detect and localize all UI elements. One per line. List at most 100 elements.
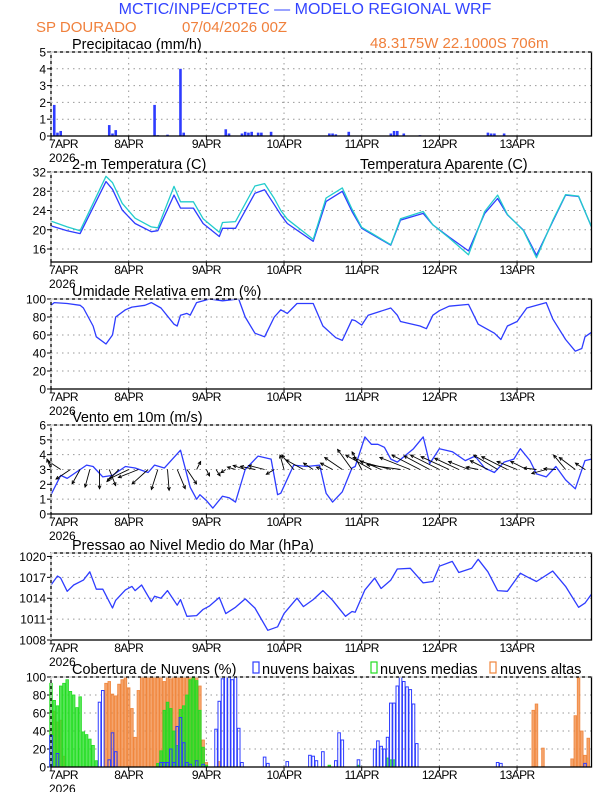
wind-vector-head: [232, 464, 237, 469]
wind-vector: [97, 469, 102, 490]
wind-vector-shaft: [466, 466, 479, 470]
plot-frame: [50, 298, 593, 390]
y-tick-label: 1008: [19, 634, 46, 648]
wind-vector-head: [323, 456, 329, 461]
nuvens-medias-bar: [62, 682, 66, 768]
y-tick-label: 20: [33, 365, 47, 379]
wind-vector-head: [447, 460, 453, 465]
x-year-label: 2026: [49, 782, 76, 792]
wind-vector-head: [574, 462, 579, 467]
nuvens-altas-bar: [130, 708, 134, 768]
x-year-label: 2026: [49, 151, 76, 165]
nuvens-altas-bar: [149, 676, 154, 768]
x-tick-label: 9APR: [192, 137, 222, 151]
wind-vector: [472, 454, 498, 470]
wind-vector-shaft: [167, 469, 170, 491]
wind-vector-shaft: [205, 469, 210, 477]
precip-bar: [402, 133, 406, 136]
wind-vector-shaft: [266, 469, 275, 475]
nuvens-medias-bar: [162, 709, 166, 768]
wind-vector-head: [352, 456, 357, 461]
wind-vector-shaft: [379, 457, 411, 470]
x-tick-label: 12APR: [422, 137, 458, 151]
wind-vector-shaft: [303, 462, 314, 470]
wind-vector: [284, 459, 304, 470]
nuvens-baixas-bar: [262, 756, 267, 768]
wind-vector-head: [107, 476, 113, 480]
wind-vector: [420, 456, 450, 470]
x-tick-label: 10APR: [267, 137, 303, 151]
y-tick-label: 6: [39, 419, 46, 433]
wind-vector-head: [220, 469, 225, 474]
wind-vector-shaft: [150, 469, 159, 490]
wind-vector-head: [315, 466, 320, 470]
wind-vector-head: [403, 455, 408, 459]
x-tick-label: 11APR: [345, 515, 380, 529]
x-tick-label: 7APR: [49, 263, 79, 277]
nuvens-baixas-bar: [223, 676, 228, 768]
wind-vector-shaft: [215, 469, 221, 477]
panel-title: Cobertura de Nuvens (%): [72, 662, 236, 678]
legend-label: nuvens medias: [380, 662, 478, 678]
wind-vector: [403, 455, 430, 470]
wind-vector: [71, 469, 81, 485]
y-tick-label: 0: [39, 383, 46, 397]
wind-vector-head: [465, 465, 470, 470]
wind-vector: [469, 460, 489, 470]
wind-vector-head: [55, 475, 60, 480]
series-line-0: [50, 558, 593, 631]
panel-title: Pressao ao Nivel Medio do Mar (hPa): [72, 538, 314, 554]
nuvens-baixas-bar: [382, 748, 387, 768]
wind-vector: [574, 462, 586, 470]
x-tick-label: 7APR: [49, 137, 79, 151]
nuvens-medias-bar: [188, 679, 192, 768]
y-tick-label: 32: [33, 166, 47, 180]
x-tick-label: 7APR: [49, 390, 79, 404]
wind-vector-head: [420, 456, 425, 460]
wind-vector-head: [319, 462, 325, 467]
wind-vector-head: [206, 472, 211, 477]
wind-vector: [465, 465, 479, 470]
wind-vector-shaft: [248, 465, 265, 470]
precip-bar: [182, 132, 185, 136]
x-tick-label: 13APR: [500, 137, 536, 151]
station-location: 48.3175W 22.1000S 706m: [370, 35, 548, 52]
y-tick-label: 0: [39, 761, 46, 775]
panel-title: Precipitacao (mm/h): [72, 37, 202, 53]
nuvens-baixas-bar: [392, 702, 396, 768]
x-tick-label: 8APR: [114, 768, 144, 782]
wind-vector: [447, 460, 469, 470]
nuvens-baixas-bar: [401, 681, 406, 768]
wind-vector: [176, 469, 186, 490]
x-tick-label: 10APR: [267, 515, 303, 529]
nuvens-baixas-bar: [314, 760, 319, 768]
wind-vector-head: [496, 460, 501, 465]
legend-swatch: [252, 661, 260, 674]
nuvens-medias-bar: [172, 730, 176, 768]
nuvens-medias-bar: [65, 679, 69, 768]
x-tick-label: 8APR: [114, 137, 144, 151]
nuvens-baixas-bar: [398, 676, 403, 768]
nuvens-medias-bar: [59, 685, 63, 768]
wind-vector: [46, 458, 52, 470]
precip-bar: [227, 133, 231, 136]
wind-vector: [265, 469, 275, 475]
nuvens-baixas-bar: [395, 685, 400, 768]
nuvens-medias-bar: [191, 676, 196, 768]
nuvens-baixas-bar: [334, 760, 338, 768]
y-tick-label: 40: [33, 725, 47, 739]
wind-vector: [166, 469, 171, 492]
y-tick-label: 20: [33, 743, 47, 757]
nuvens-altas-bar: [104, 682, 108, 768]
x-tick-label: 13APR: [500, 263, 536, 277]
panel-1: 16 20 24 28 32 7APR 8APR 9APR 10APR 11APR 12APR 13A…: [33, 157, 593, 291]
x-tick-label: 9APR: [192, 515, 222, 529]
y-tick-label: 2: [39, 478, 46, 492]
nuvens-baixas-bar: [285, 761, 290, 768]
series-line-0: [50, 436, 592, 509]
wind-vector-head: [71, 480, 76, 485]
wind-vector-shaft: [46, 458, 52, 470]
nuvens-baixas-bar: [233, 676, 238, 768]
wind-vector: [186, 469, 198, 485]
